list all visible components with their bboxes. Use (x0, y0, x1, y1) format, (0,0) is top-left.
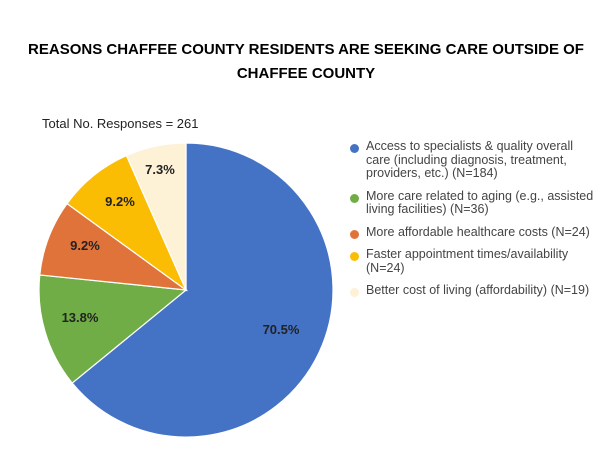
legend-swatch (350, 144, 359, 153)
legend-item: More affordable healthcare costs (N=24) (350, 224, 605, 240)
legend-item: More care related to aging (e.g., assist… (350, 188, 605, 217)
legend-label: Faster appointment times/availability (N… (366, 247, 569, 275)
pie-slice (125, 142, 187, 291)
slice-data-label: 70.5% (263, 322, 300, 337)
slice-data-label: 9.2% (105, 194, 135, 209)
pie-slice (38, 274, 188, 384)
slice-data-label: 9.2% (70, 238, 100, 253)
legend-label: Access to specialists & quality overall … (366, 139, 574, 180)
legend-swatch (350, 229, 359, 239)
pie-slice (71, 142, 334, 438)
legend-label: Better cost of living (affordability) (N… (366, 283, 590, 297)
legend-swatch (350, 252, 359, 261)
legend-label: More care related to aging (e.g., assist… (366, 188, 594, 216)
legend-item: Access to specialists & quality overall … (350, 139, 605, 181)
legend-swatch (350, 288, 359, 297)
legend-swatch (350, 193, 359, 203)
legend: Access to specialists & quality overall … (350, 139, 605, 307)
slice-data-label: 13.8% (62, 310, 99, 325)
legend-label: More affordable healthcare costs (N=24) (366, 224, 590, 239)
chart-subtitle: Total No. Responses = 261 (42, 116, 199, 131)
slice-data-label: 7.3% (145, 162, 175, 177)
chart-title: REASONS CHAFFEE COUNTY RESIDENTS ARE SEE… (28, 41, 584, 82)
legend-item: Faster appointment times/availability (N… (350, 247, 605, 275)
legend-item: Better cost of living (affordability) (N… (350, 283, 605, 298)
